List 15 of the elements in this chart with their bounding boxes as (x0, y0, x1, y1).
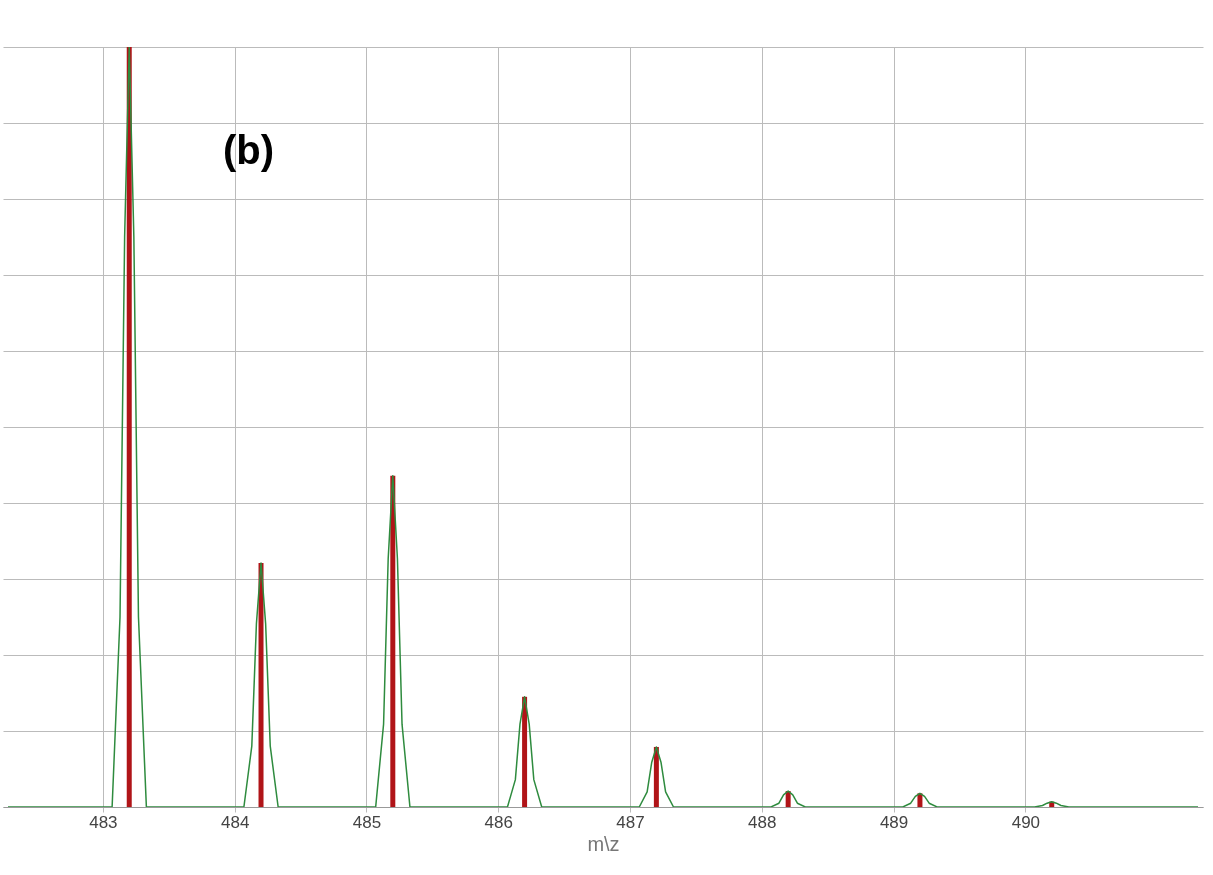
bar (126, 47, 132, 807)
bar (258, 563, 264, 807)
annotation: (b) (223, 128, 275, 172)
x-tick-label: 490 (1011, 812, 1041, 832)
x-tick-label: 486 (484, 812, 513, 832)
bar (522, 696, 528, 807)
x-tick-label: 485 (352, 812, 382, 832)
x-axis-title: m\z (587, 832, 620, 855)
x-tick-label: 484 (220, 812, 250, 832)
x-tick-label: 483 (89, 812, 118, 832)
x-tick-label: 487 (616, 812, 645, 832)
x-tick-label: 488 (748, 812, 777, 832)
x-tick-label: 489 (879, 812, 909, 832)
bar (653, 746, 659, 807)
bar (390, 475, 396, 807)
